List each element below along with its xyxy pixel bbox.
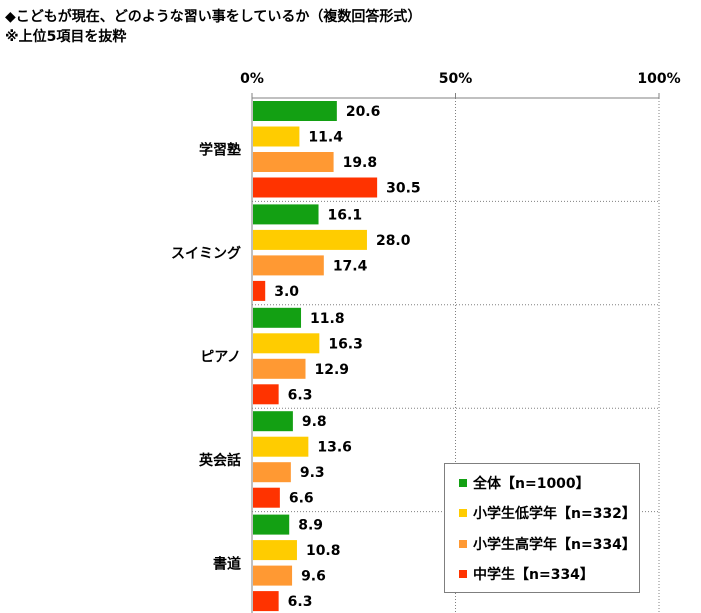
category-label: 書道	[213, 555, 241, 572]
x-tick-label: 0%	[240, 71, 264, 87]
bar	[253, 540, 297, 561]
data-label: 11.8	[310, 311, 345, 327]
bar	[253, 514, 290, 535]
bar	[253, 204, 319, 225]
bar	[253, 565, 293, 586]
bar	[253, 280, 266, 301]
legend-swatch	[459, 509, 467, 517]
legend-swatch	[459, 570, 467, 578]
data-label: 28.0	[376, 233, 411, 249]
legend-item: 小学生低学年【n=332】	[459, 503, 636, 523]
bar	[253, 436, 309, 457]
x-tick-label: 100%	[637, 71, 680, 87]
bar	[253, 333, 320, 354]
data-label: 6.3	[288, 594, 313, 610]
bar	[253, 177, 378, 198]
bar	[253, 229, 367, 250]
category-label: ピアノ	[200, 350, 241, 366]
data-label: 20.6	[346, 104, 381, 120]
data-label: 9.3	[300, 465, 325, 481]
data-label: 11.4	[308, 130, 343, 146]
bar	[253, 126, 300, 147]
data-label: 9.6	[301, 569, 326, 585]
x-tick-label: 50%	[439, 71, 473, 87]
legend-item: 全体【n=1000】	[459, 473, 590, 493]
data-label: 8.9	[298, 518, 323, 534]
chart-subtitle: ※上位5項目を抜粋	[5, 29, 127, 45]
legend-item: 小学生高学年【n=334】	[459, 534, 636, 554]
legend-swatch	[459, 479, 467, 487]
data-label: 9.8	[302, 414, 327, 430]
data-label: 12.9	[315, 362, 350, 378]
data-label: 17.4	[333, 258, 368, 274]
bar	[253, 591, 279, 612]
legend-label: 中学生【n=334】	[473, 567, 594, 583]
bar	[253, 487, 280, 508]
legend-label: 全体【n=1000】	[473, 476, 590, 492]
bar	[253, 384, 279, 405]
legend-label: 小学生高学年【n=334】	[473, 537, 636, 553]
data-label: 3.0	[274, 284, 299, 300]
legend-swatch	[459, 540, 467, 548]
data-label: 6.3	[288, 387, 313, 403]
data-label: 30.5	[386, 181, 421, 197]
bar	[253, 307, 302, 328]
category-label: 学習塾	[199, 142, 241, 159]
data-label: 16.3	[328, 336, 363, 352]
data-label: 6.6	[289, 491, 314, 507]
bar	[253, 255, 324, 276]
legend: 全体【n=1000】小学生低学年【n=332】 小学生高学年【n=334】 中学生【…	[444, 463, 640, 593]
bar	[253, 358, 306, 379]
data-label: 13.6	[317, 440, 352, 456]
data-label: 16.1	[328, 207, 363, 223]
data-label: 19.8	[343, 155, 378, 171]
category-label: スイミング	[171, 245, 241, 262]
category-label: 英会話	[198, 452, 241, 469]
bar	[253, 411, 293, 432]
bar	[253, 462, 291, 483]
data-label: 10.8	[306, 543, 341, 559]
legend-item: 中学生【n=334】	[459, 564, 594, 584]
bar	[253, 152, 334, 172]
bar	[253, 101, 337, 121]
legend-label: 小学生低学年【n=332】	[473, 506, 636, 522]
chart-title: ◆こどもが現在、どのような習い事をしているか（複数回答形式）	[5, 9, 422, 25]
